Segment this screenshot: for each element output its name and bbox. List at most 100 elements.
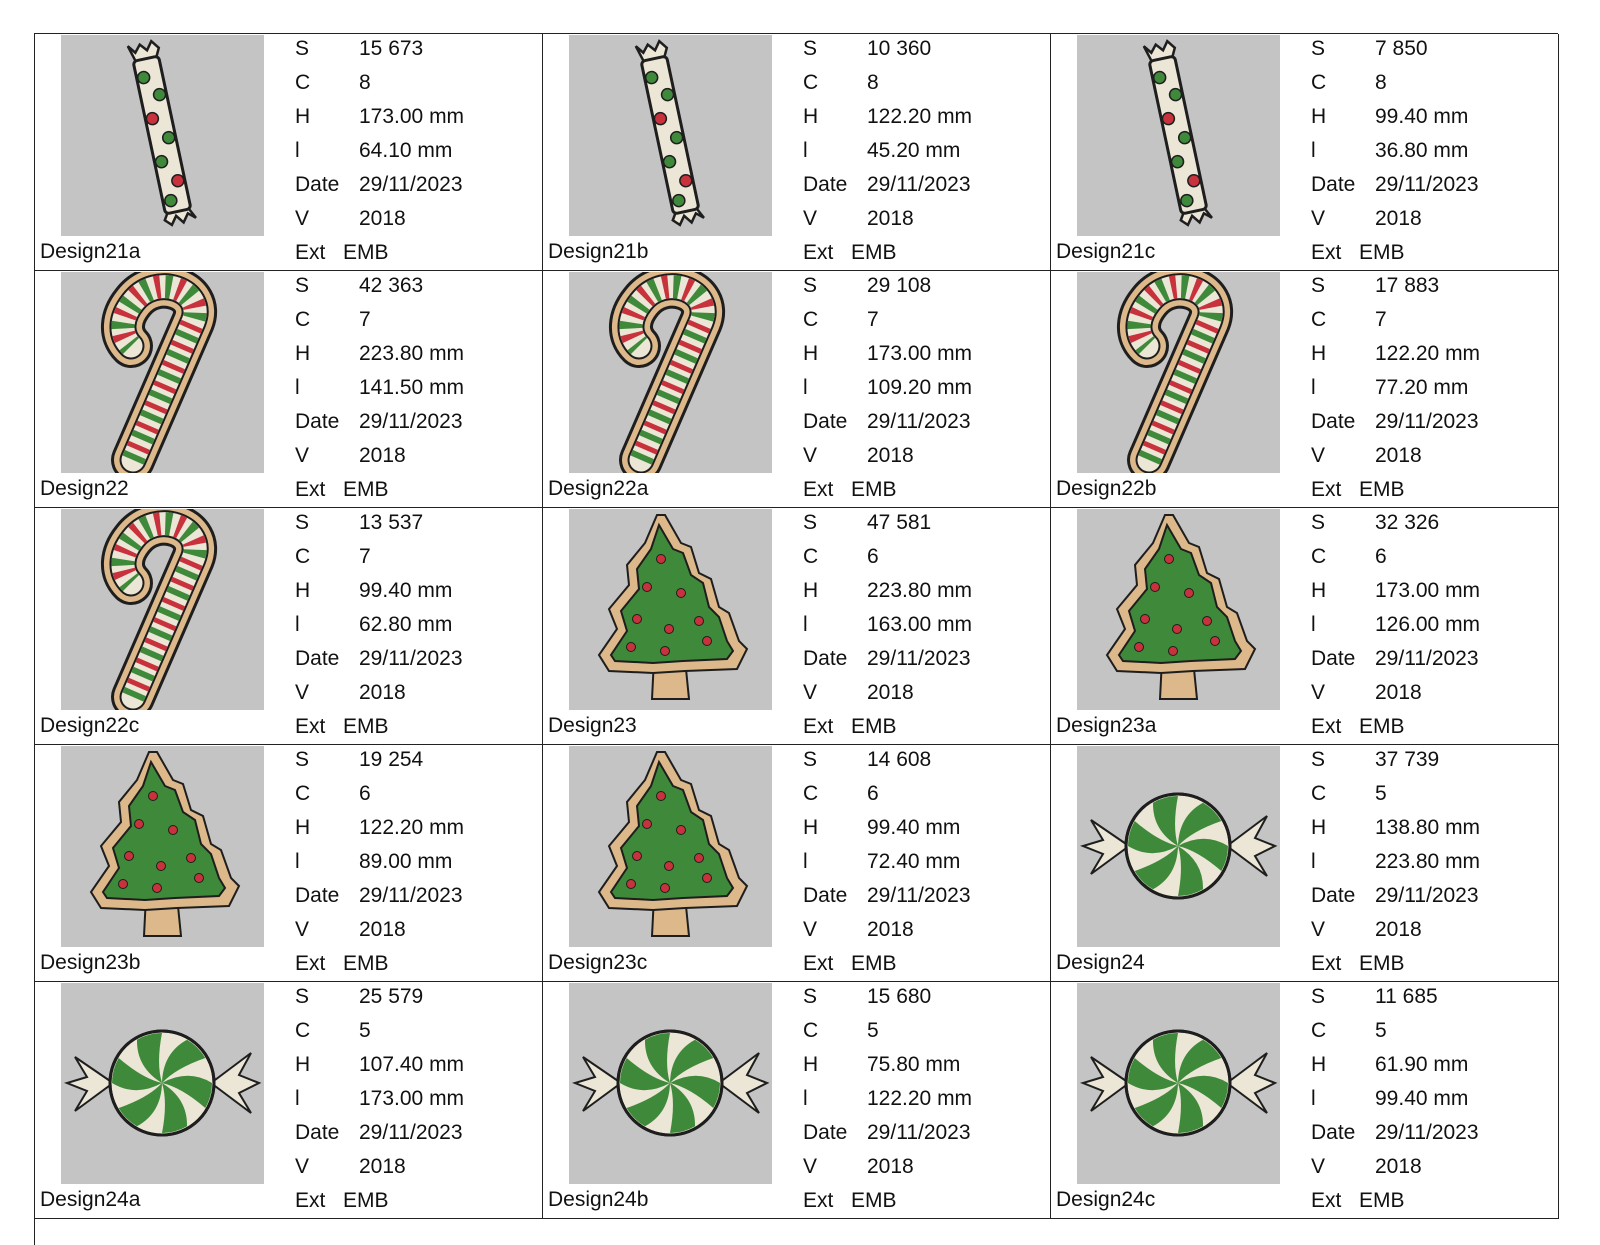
spec-height-value: 99.40 mm (359, 579, 453, 602)
candy-stick-thumbnail (1077, 35, 1280, 236)
spec-stitches-value: 32 326 (1375, 511, 1440, 534)
candy-cane-icon (101, 509, 217, 710)
spec-stitches-value: 13 537 (359, 511, 424, 534)
spec-stitches-value: 25 579 (359, 985, 424, 1008)
spec-ext-label: Ext (1311, 952, 1342, 975)
peppermint-candy-icon (571, 1029, 770, 1137)
spec-date-value: 29/11/2023 (1375, 647, 1479, 670)
spec-ext-value: EMB (343, 715, 389, 738)
spec-ext-value: EMB (343, 478, 389, 501)
spec-stitches-label: S (295, 274, 310, 297)
design-card: Design24 S 37 739 C 5 H 138.80 mm l 223.80 mm Dat… (1051, 745, 1559, 982)
spec-ext-value: EMB (343, 952, 389, 975)
spec-version-label: V (1311, 444, 1326, 467)
spec-ext-value: EMB (1359, 478, 1405, 501)
spec-ext-label: Ext (1311, 478, 1342, 501)
design-name: Design22a (548, 477, 649, 500)
spec-colors-value: 6 (359, 782, 371, 805)
design-name: Design23c (548, 951, 648, 974)
spec-width-value: 122.20 mm (867, 1087, 973, 1110)
spec-width-label: l (803, 850, 808, 873)
design-name: Design23b (40, 951, 141, 974)
design-name: Design24 (1056, 951, 1145, 974)
catalog-row: Design23b S 19 254 C 6 H 122.20 mm l 89.00 mm Dat… (35, 745, 1559, 982)
spec-width-value: 72.40 mm (867, 850, 961, 873)
spec-ext-label: Ext (803, 241, 834, 264)
spec-height-label: H (295, 1053, 311, 1076)
spec-version-value: 2018 (359, 1155, 406, 1178)
spec-colors-value: 8 (1375, 71, 1387, 94)
spec-version-label: V (1311, 681, 1326, 704)
spec-height-value: 99.40 mm (1375, 105, 1469, 128)
spec-colors-label: C (803, 545, 819, 568)
spec-date-label: Date (1311, 647, 1356, 670)
spec-version-label: V (1311, 207, 1326, 230)
spec-height-label: H (1311, 579, 1327, 602)
spec-width-label: l (803, 1087, 808, 1110)
spec-width-label: l (1311, 376, 1316, 399)
catalog-row: Design24a S 25 579 C 5 H 107.40 mm l 173.00 mm Da… (35, 982, 1559, 1219)
spec-version-label: V (295, 681, 310, 704)
spec-ext-value: EMB (851, 478, 897, 501)
spec-ext-value: EMB (1359, 1189, 1405, 1212)
spec-date-label: Date (803, 1121, 848, 1144)
spec-version-value: 2018 (1375, 444, 1422, 467)
peppermint-candy-thumbnail (61, 983, 264, 1184)
spec-date-label: Date (295, 173, 340, 196)
spec-ext-value: EMB (851, 952, 897, 975)
spec-width-value: 89.00 mm (359, 850, 453, 873)
spec-width-value: 223.80 mm (1375, 850, 1481, 873)
spec-ext-label: Ext (295, 952, 326, 975)
spec-height-value: 173.00 mm (359, 105, 465, 128)
peppermint-candy-icon (1079, 792, 1278, 900)
spec-height-label: H (295, 579, 311, 602)
design-card: Design22c S 13 537 C 7 H 99.40 mm l 62.80 mm Date… (35, 508, 543, 745)
spec-version-label: V (1311, 1155, 1326, 1178)
candy-cane-thumbnail (1077, 272, 1280, 473)
spec-colors-value: 5 (867, 1019, 879, 1042)
spec-width-label: l (803, 376, 808, 399)
spec-width-label: l (295, 376, 300, 399)
spec-version-value: 2018 (359, 681, 406, 704)
spec-ext-label: Ext (1311, 715, 1342, 738)
candy-stick-icon (126, 39, 197, 227)
spec-version-label: V (803, 681, 818, 704)
spec-height-value: 75.80 mm (867, 1053, 961, 1076)
spec-ext-label: Ext (803, 715, 834, 738)
spec-height-label: H (803, 342, 819, 365)
spec-width-label: l (1311, 850, 1316, 873)
spec-ext-label: Ext (803, 1189, 834, 1212)
spec-height-label: H (1311, 342, 1327, 365)
spec-height-label: H (1311, 105, 1327, 128)
spec-colors-label: C (803, 782, 819, 805)
spec-stitches-value: 15 673 (359, 37, 424, 60)
catalog-row: Design22c S 13 537 C 7 H 99.40 mm l 62.80 mm Date… (35, 508, 1559, 745)
design-card: Design23c S 14 608 C 6 H 99.40 mm l 72.40 mm Date… (543, 745, 1051, 982)
spec-height-label: H (295, 342, 311, 365)
spec-colors-label: C (295, 71, 311, 94)
design-name: Design22b (1056, 477, 1157, 500)
spec-colors-label: C (1311, 545, 1327, 568)
spec-version-label: V (1311, 918, 1326, 941)
spec-date-label: Date (295, 884, 340, 907)
peppermint-candy-thumbnail (1077, 983, 1280, 1184)
spec-ext-value: EMB (343, 241, 389, 264)
design-card: Design24c S 11 685 C 5 H 61.90 mm l 99.40 mm Date… (1051, 982, 1559, 1219)
spec-stitches-value: 7 850 (1375, 37, 1428, 60)
design-card: Design23a S 32 326 C 6 H 173.00 mm l 126.00 mm Da… (1051, 508, 1559, 745)
candy-cane-thumbnail (569, 272, 772, 473)
spec-date-label: Date (1311, 1121, 1356, 1144)
catalog-row: Design21a S 15 673 C 8 H 173.00 mm l 64.10 mm Dat… (35, 34, 1559, 271)
spec-ext-label: Ext (1311, 1189, 1342, 1212)
spec-height-label: H (803, 105, 819, 128)
spec-stitches-label: S (1311, 985, 1326, 1008)
design-card: Design22 S 42 363 C 7 H 223.80 mm l 141.50 mm Dat… (35, 271, 543, 508)
spec-width-label: l (1311, 613, 1316, 636)
spec-stitches-label: S (1311, 37, 1326, 60)
tree-cookie-icon (1105, 514, 1257, 700)
spec-width-value: 173.00 mm (359, 1087, 465, 1110)
candy-stick-thumbnail (61, 35, 264, 236)
spec-height-label: H (1311, 816, 1327, 839)
spec-ext-label: Ext (1311, 241, 1342, 264)
tree-cookie-icon (89, 751, 241, 937)
